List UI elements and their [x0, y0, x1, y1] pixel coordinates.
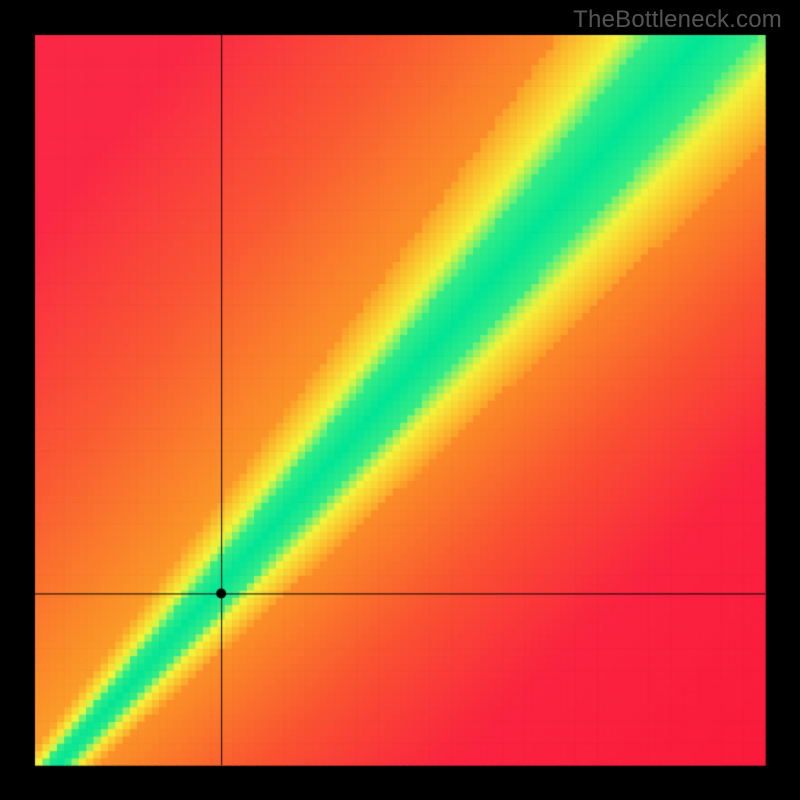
heatmap-canvas — [0, 0, 800, 800]
watermark-text: TheBottleneck.com — [573, 6, 782, 34]
